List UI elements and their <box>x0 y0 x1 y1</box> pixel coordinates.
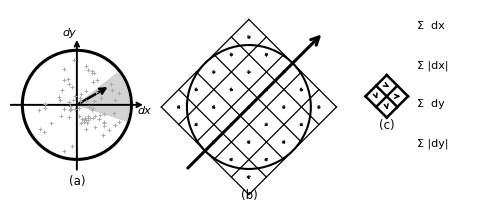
Wedge shape <box>77 73 129 121</box>
Text: dy: dy <box>62 28 76 38</box>
Text: dx: dx <box>138 106 151 116</box>
Text: Σ |dx|: Σ |dx| <box>417 60 449 71</box>
Text: Σ  dx: Σ dx <box>417 21 445 31</box>
Text: (c): (c) <box>379 119 395 132</box>
Text: (b): (b) <box>241 189 257 202</box>
Text: Σ |dy|: Σ |dy| <box>417 138 449 149</box>
Text: Σ  dy: Σ dy <box>417 99 445 109</box>
Text: (a): (a) <box>69 175 85 189</box>
